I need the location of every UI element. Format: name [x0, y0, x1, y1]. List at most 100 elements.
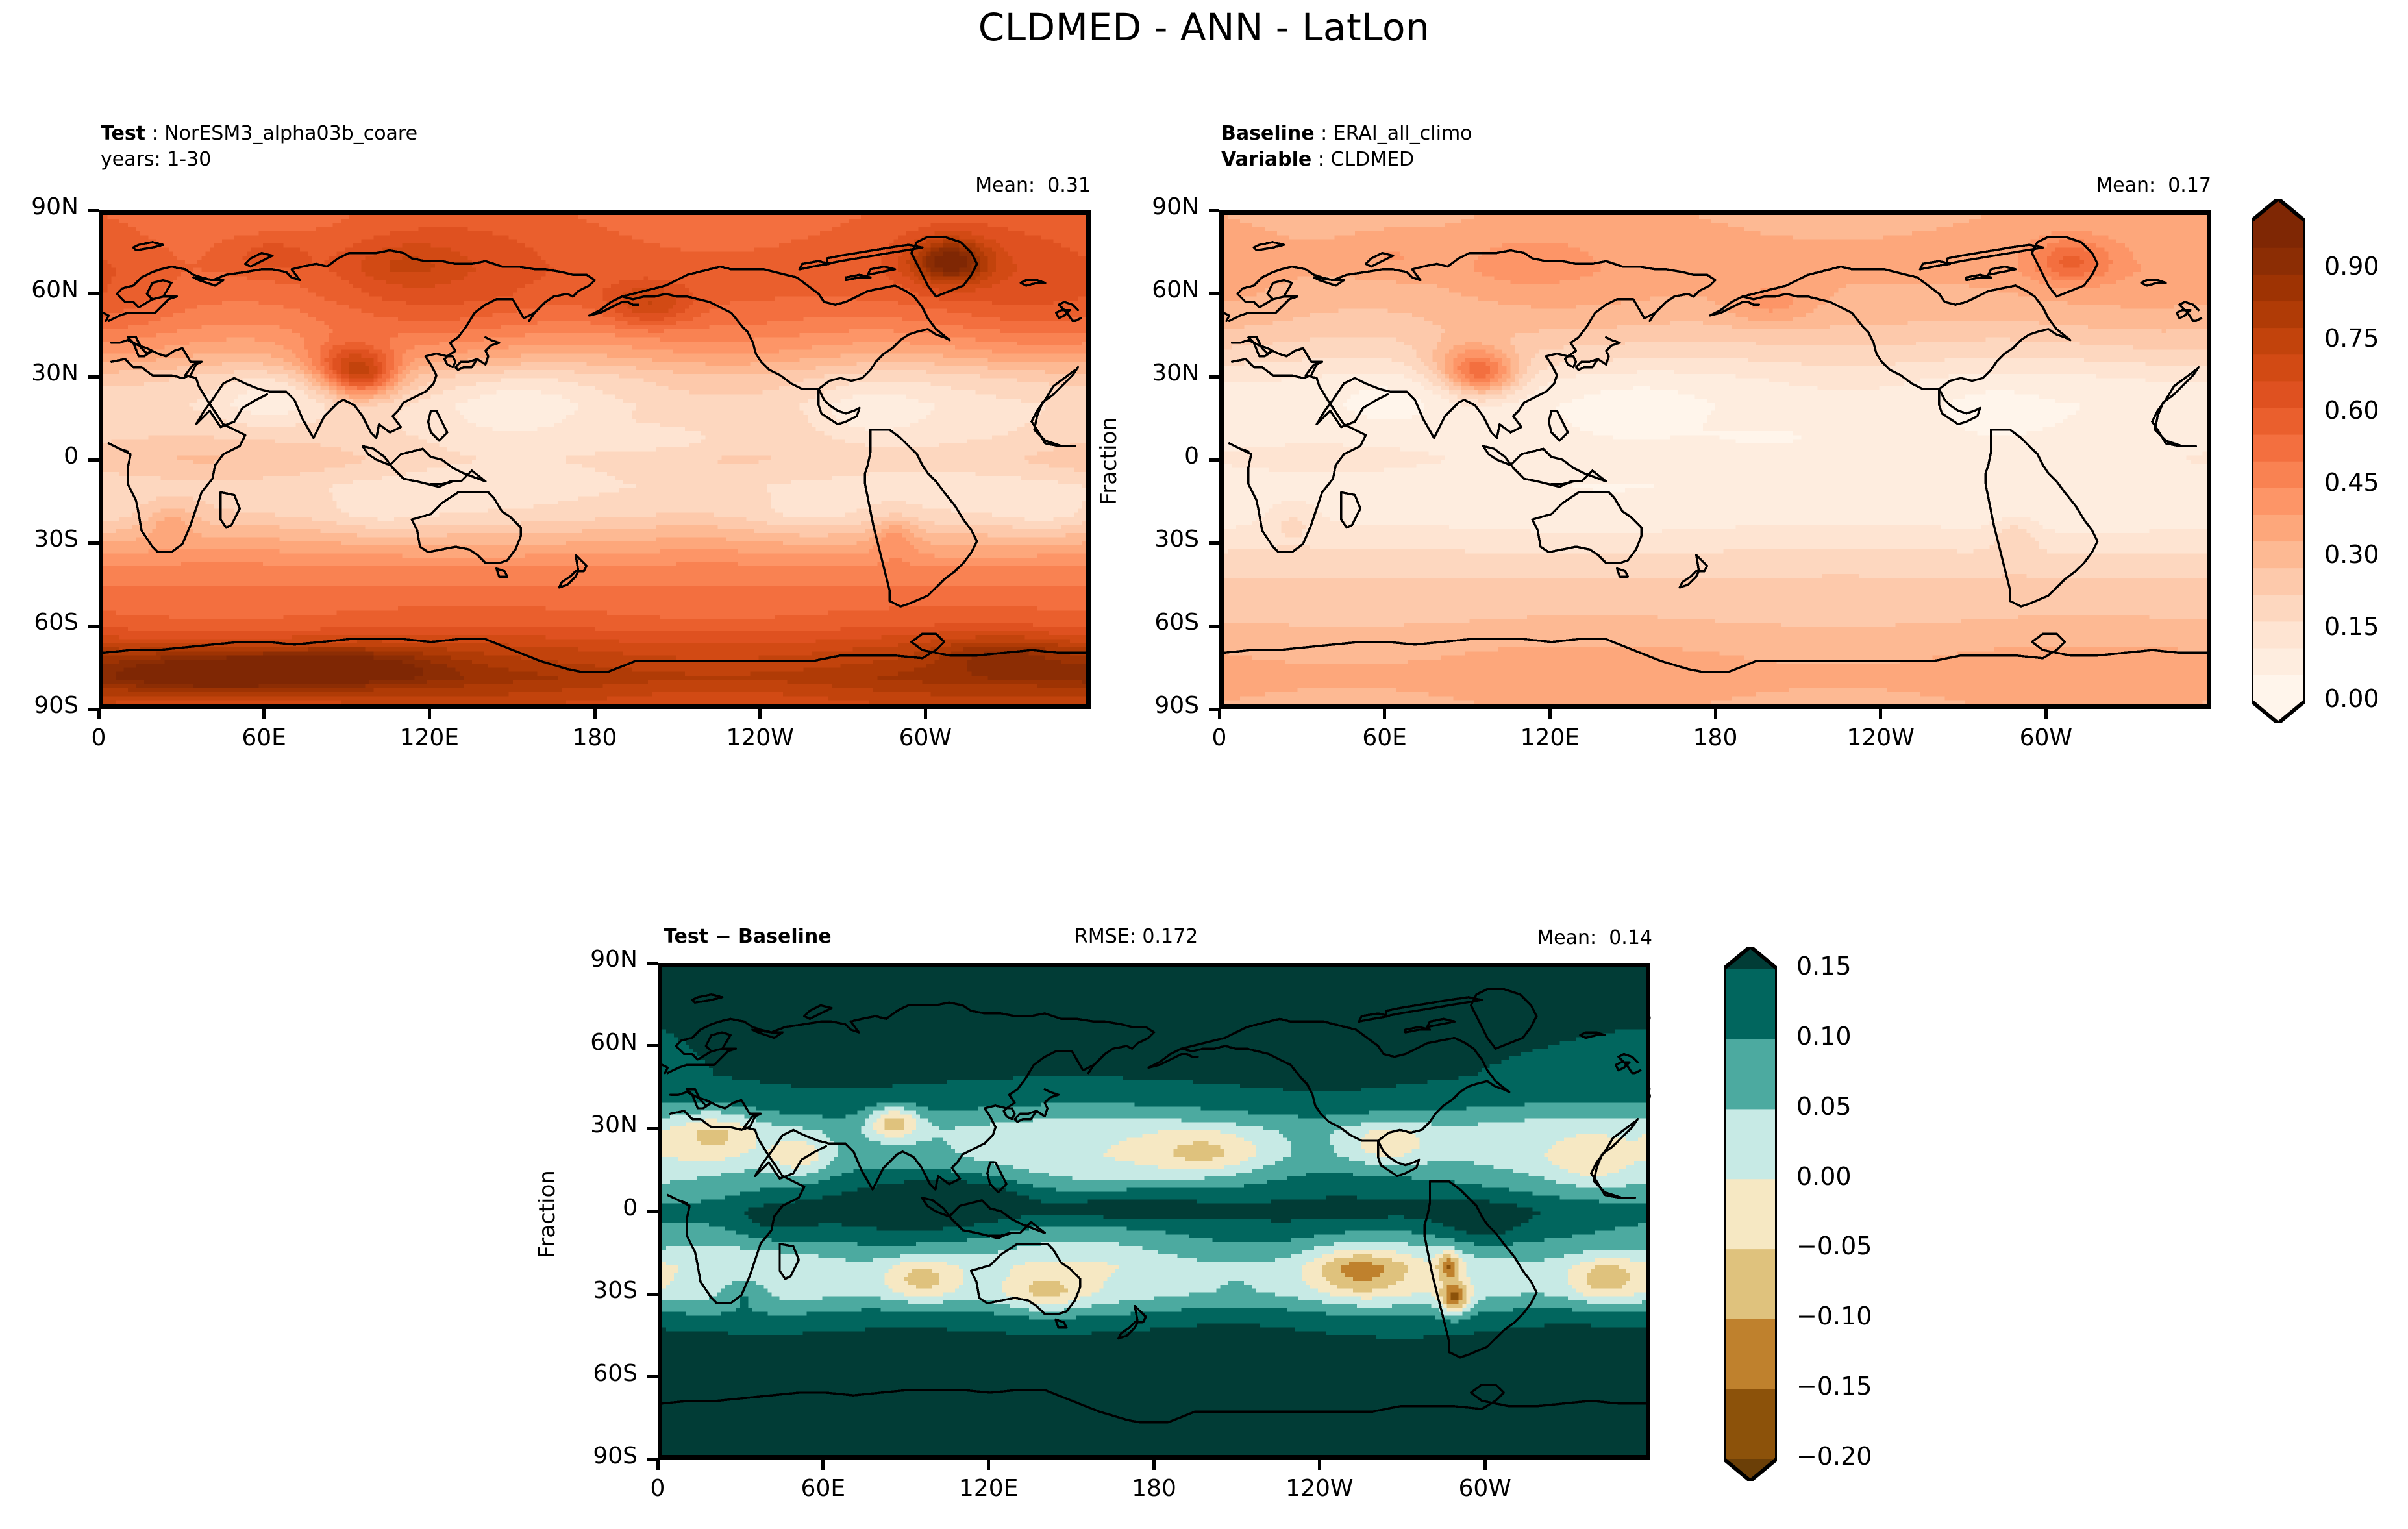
xtick-mark: [428, 709, 431, 719]
ytick-mark: [88, 209, 99, 212]
xtick-mark: [1152, 1460, 1156, 1470]
xtick-mark: [2044, 709, 2048, 719]
ytick-label-2: 30N: [1076, 360, 1199, 386]
panel-baseline-header-line-1: Baseline : ERAI_all_climo: [1221, 121, 1472, 147]
colorbar-tick-label: −0.10: [1796, 1302, 1872, 1330]
colorbar-tick-label: 0.00: [1796, 1162, 1852, 1191]
panel-test-mean: Mean: 0.31: [896, 173, 1091, 199]
panel-baseline-mean: Mean: 0.17: [2017, 173, 2211, 199]
colorbar-oranges[interactable]: [2252, 199, 2305, 723]
colorbar-tick-label: 0.10: [1796, 1022, 1852, 1050]
ytick-label-0: 90N: [1076, 193, 1199, 220]
panel-test-header-key: Test: [101, 122, 145, 145]
xtick-label-3: 180: [549, 725, 640, 751]
xtick-mark: [821, 1460, 825, 1470]
ytick-label-3: 0: [0, 443, 79, 469]
colorbar-tick-label: 0.15: [1796, 952, 1852, 980]
ytick-label-4: 30S: [0, 526, 79, 553]
figure-title: CLDMED - ANN - LatLon: [0, 5, 2408, 49]
ytick-mark: [647, 1293, 658, 1296]
panel-baseline-header-key: Baseline: [1221, 122, 1315, 145]
xtick-label-5: 60W: [880, 725, 971, 751]
xtick-label-0: 0: [1174, 725, 1265, 751]
panel-baseline-header-value: ERAI_all_climo: [1334, 122, 1472, 145]
ytick-mark: [647, 1127, 658, 1130]
ytick-mark: [1209, 458, 1219, 462]
xtick-label-2: 120E: [1504, 725, 1595, 751]
ytick-label-6: 90S: [1076, 692, 1199, 719]
colorbar-difference[interactable]: [1724, 947, 1777, 1481]
ytick-mark: [88, 708, 99, 711]
xtick-mark: [262, 709, 266, 719]
xtick-mark: [1318, 1460, 1321, 1470]
ytick-label-1: 60N: [514, 1029, 638, 1056]
ytick-mark: [88, 541, 99, 545]
xtick-mark: [1879, 709, 1882, 719]
panel-difference-rmse: RMSE: 0.172: [1074, 925, 1198, 948]
panel-test-header-line-2: years: 1-30: [101, 147, 211, 173]
xtick-label-4: 120W: [1274, 1475, 1365, 1502]
xtick-label-1: 60E: [219, 725, 310, 751]
xtick-mark: [1548, 709, 1552, 719]
ytick-mark: [1209, 292, 1219, 295]
xtick-label-1: 60E: [1339, 725, 1430, 751]
ytick-mark: [1209, 708, 1219, 711]
panel-difference-mean: Mean: 0.14: [1458, 925, 1652, 951]
xtick-label-4: 120W: [715, 725, 806, 751]
ytick-label-4: 30S: [1076, 526, 1199, 553]
xtick-label-5: 60W: [1439, 1475, 1530, 1502]
ytick-label-2: 30N: [514, 1112, 638, 1138]
xtick-label-0: 0: [53, 725, 144, 751]
ytick-label-3: 0: [514, 1195, 638, 1221]
ytick-mark: [1209, 541, 1219, 545]
ytick-mark: [1209, 625, 1219, 628]
ytick-mark: [647, 962, 658, 965]
ytick-mark: [1209, 375, 1219, 379]
ytick-label-4: 30S: [514, 1277, 638, 1304]
xtick-mark: [1383, 709, 1386, 719]
panel-test-header-sep: :: [145, 122, 164, 145]
panel-test-header-value: NorESM3_alpha03b_coare: [164, 122, 417, 145]
colorbar-tick-label: 0.75: [2324, 324, 2379, 353]
xtick-mark: [987, 1460, 990, 1470]
xtick-label-0: 0: [612, 1475, 703, 1502]
ytick-label-5: 60S: [514, 1360, 638, 1387]
ytick-mark: [1209, 209, 1219, 212]
xtick-mark: [593, 709, 597, 719]
ylabel-difference: Fraction: [534, 1170, 560, 1258]
ylabel-baseline: Fraction: [1096, 417, 1122, 505]
ytick-label-0: 90N: [514, 946, 638, 973]
panel-test-header-line-1: Test : NorESM3_alpha03b_coare: [101, 121, 417, 147]
map-test[interactable]: [99, 210, 1091, 709]
ytick-label-0: 90N: [0, 193, 79, 220]
panel-test-years: years: 1-30: [101, 148, 211, 171]
xtick-label-3: 180: [1109, 1475, 1200, 1502]
colorbar-tick-label: 0.60: [2324, 396, 2379, 425]
ytick-mark: [647, 1458, 658, 1461]
colorbar-tick-label: 0.45: [2324, 468, 2379, 497]
ytick-mark: [88, 375, 99, 379]
ytick-mark: [88, 458, 99, 462]
ytick-label-1: 60N: [1076, 277, 1199, 303]
colorbar-tick-label: −0.05: [1796, 1232, 1872, 1260]
ytick-mark: [647, 1210, 658, 1213]
ytick-label-6: 90S: [0, 692, 79, 719]
xtick-label-2: 120E: [384, 725, 475, 751]
xtick-label-4: 120W: [1835, 725, 1926, 751]
ytick-label-5: 60S: [0, 609, 79, 636]
xtick-label-5: 60W: [2000, 725, 2091, 751]
xtick-mark: [1714, 709, 1717, 719]
ytick-label-1: 60N: [0, 277, 79, 303]
ytick-mark: [88, 625, 99, 628]
xtick-mark: [924, 709, 927, 719]
ytick-label-2: 30N: [0, 360, 79, 386]
colorbar-tick-label: −0.15: [1796, 1372, 1872, 1400]
xtick-mark: [1483, 1460, 1487, 1470]
ytick-mark: [647, 1375, 658, 1378]
map-difference[interactable]: [658, 963, 1650, 1460]
ytick-mark: [88, 292, 99, 295]
colorbar-tick-label: 0.15: [2324, 612, 2379, 641]
map-baseline[interactable]: [1219, 210, 2211, 709]
xtick-label-1: 60E: [778, 1475, 869, 1502]
colorbar-tick-label: 0.05: [1796, 1092, 1852, 1121]
